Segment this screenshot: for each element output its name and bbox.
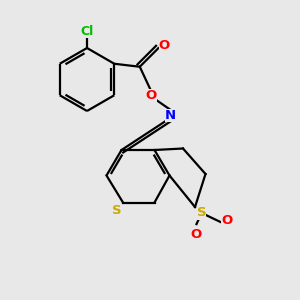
Text: N: N bbox=[165, 109, 176, 122]
Text: S: S bbox=[197, 206, 206, 220]
Text: O: O bbox=[190, 227, 201, 241]
Text: O: O bbox=[159, 39, 170, 52]
Text: O: O bbox=[145, 89, 157, 102]
Text: S: S bbox=[112, 203, 121, 217]
Text: O: O bbox=[221, 214, 232, 227]
Text: Cl: Cl bbox=[80, 25, 94, 38]
